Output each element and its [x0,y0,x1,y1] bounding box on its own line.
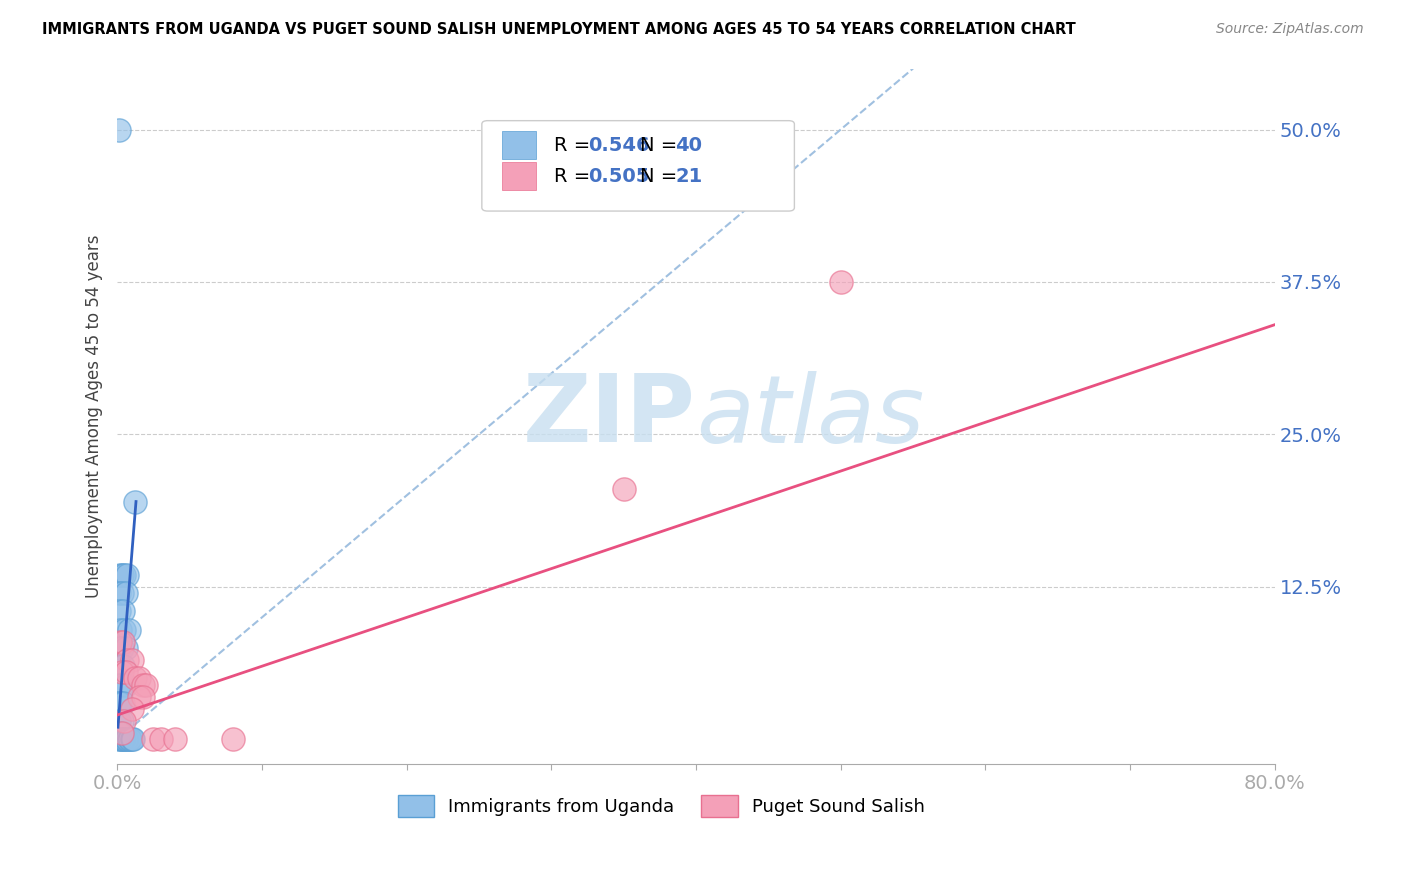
Text: R =: R = [554,167,596,186]
Point [121,732,143,747]
Point [110,586,132,600]
Point [613,483,636,497]
Point [112,714,135,728]
Point [117,732,139,747]
Point [124,494,146,508]
Point [110,726,132,740]
Point [128,690,150,704]
Point [132,690,155,704]
Point [115,677,138,691]
Point [111,732,134,747]
FancyBboxPatch shape [482,120,794,211]
Text: Source: ZipAtlas.com: Source: ZipAtlas.com [1216,22,1364,37]
Point [830,275,852,289]
FancyBboxPatch shape [502,162,536,190]
Point [222,732,245,747]
Point [165,732,187,747]
Point [135,677,157,691]
Point [118,732,141,747]
Point [115,665,138,680]
Point [142,732,165,747]
Point [115,586,138,600]
Point [107,604,129,618]
Point [110,567,132,582]
Point [111,696,134,710]
Point [107,696,129,710]
Point [107,732,129,747]
Text: IMMIGRANTS FROM UGANDA VS PUGET SOUND SALISH UNEMPLOYMENT AMONG AGES 45 TO 54 YE: IMMIGRANTS FROM UGANDA VS PUGET SOUND SA… [42,22,1076,37]
Point [117,653,139,667]
Point [107,726,129,740]
Point [111,635,134,649]
Point [115,640,138,655]
Text: N =: N = [640,167,683,186]
Point [110,732,132,747]
Text: 40: 40 [675,136,702,154]
Point [121,653,143,667]
Point [108,635,131,649]
Point [111,604,134,618]
Point [132,677,155,691]
Point [110,677,132,691]
Point [111,659,134,673]
Point [118,623,141,637]
Y-axis label: Unemployment Among Ages 45 to 54 years: Unemployment Among Ages 45 to 54 years [86,235,103,598]
Point [107,122,129,136]
Point [108,567,131,582]
Legend: Immigrants from Uganda, Puget Sound Salish: Immigrants from Uganda, Puget Sound Sali… [391,788,932,824]
Point [107,714,129,728]
Text: 0.505: 0.505 [588,167,650,186]
Point [110,665,132,680]
Text: N =: N = [640,136,683,154]
Point [149,732,172,747]
Text: 0.546: 0.546 [588,136,650,154]
Point [108,623,131,637]
Text: 21: 21 [675,167,703,186]
Point [117,567,139,582]
Point [112,623,135,637]
Point [110,714,132,728]
Point [107,586,129,600]
Point [122,732,145,747]
Point [108,696,131,710]
Point [115,732,138,747]
Text: R =: R = [554,136,596,154]
Point [124,672,146,686]
Point [128,672,150,686]
Point [108,659,131,673]
FancyBboxPatch shape [502,131,536,159]
Point [112,567,135,582]
Point [108,726,131,740]
Point [108,732,131,747]
Point [107,677,129,691]
Point [107,640,129,655]
Point [110,640,132,655]
Text: ZIP: ZIP [523,370,696,462]
Point [120,732,142,747]
Point [112,732,135,747]
Point [121,702,143,716]
Text: atlas: atlas [696,371,924,462]
